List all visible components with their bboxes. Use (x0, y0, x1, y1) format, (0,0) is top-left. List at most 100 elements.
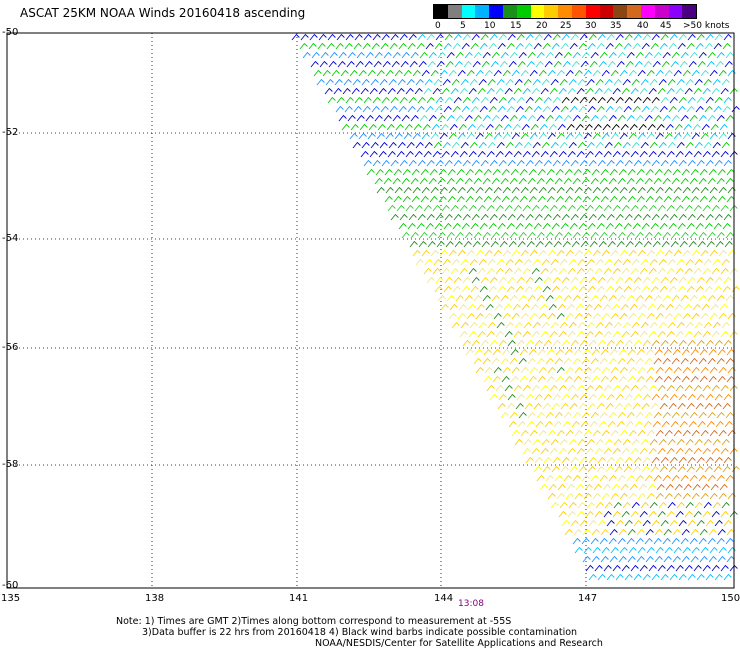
wind-barb (575, 123, 584, 131)
wind-barb (509, 411, 518, 419)
wind-barb (474, 168, 483, 176)
wind-barb (440, 123, 449, 131)
wind-barb (396, 204, 405, 212)
wind-barb (601, 366, 610, 374)
wind-barb (608, 51, 617, 59)
wind-barb (678, 456, 687, 464)
wind-barb (724, 60, 733, 68)
wind-barb (702, 384, 711, 392)
legend-swatch (613, 5, 628, 18)
wind-barb (573, 375, 582, 383)
wind-barb (657, 564, 666, 572)
wind-barb (569, 42, 578, 50)
wind-barb (613, 438, 622, 446)
wind-barb (623, 105, 632, 113)
wind-barb (618, 528, 627, 536)
wind-barb (635, 357, 644, 365)
legend-swatch (682, 5, 697, 18)
wind-barb (619, 186, 628, 194)
wind-barb (448, 312, 457, 320)
wind-barb (606, 33, 615, 41)
wind-barb (510, 348, 519, 356)
wind-barb (374, 114, 383, 122)
wind-barb (607, 240, 616, 248)
wind-barb (486, 330, 495, 338)
wind-barb (583, 546, 592, 554)
wind-barb (568, 141, 577, 149)
wind-barb (563, 114, 572, 122)
wind-barb (522, 330, 531, 338)
wind-barb (696, 519, 705, 527)
wind-barb (648, 267, 657, 275)
wind-barb (466, 249, 475, 257)
wind-barb (630, 150, 639, 158)
wind-barb (659, 465, 668, 473)
wind-barb (525, 276, 534, 284)
wind-barb (444, 159, 453, 167)
wind-barb (716, 537, 725, 545)
wind-barb (578, 285, 587, 293)
wind-barb (331, 69, 340, 77)
wind-barb (525, 339, 534, 347)
wind-barb (474, 348, 483, 356)
wind-barb (540, 204, 549, 212)
wind-barb (628, 186, 637, 194)
wind-barb (608, 474, 617, 482)
wind-barb (653, 357, 662, 365)
wind-barb (542, 465, 551, 473)
wind-barb (698, 231, 707, 239)
wind-barb (700, 492, 709, 500)
wind-barb (446, 177, 455, 185)
wind-barb (722, 105, 731, 113)
wind-barb (509, 294, 518, 302)
wind-barb (679, 240, 688, 248)
wind-barb (702, 204, 711, 212)
wind-barb (723, 33, 732, 41)
legend-swatch (627, 5, 641, 18)
wind-barb (405, 150, 414, 158)
wind-barb (681, 168, 690, 176)
wind-barb (632, 105, 641, 113)
wind-barb (599, 537, 608, 545)
wind-barb (723, 276, 732, 284)
wind-barb (470, 42, 479, 50)
wind-barb (632, 465, 641, 473)
wind-barb (468, 330, 477, 338)
wind-barb (452, 222, 461, 230)
wind-barb (684, 204, 693, 212)
wind-barb (450, 204, 459, 212)
wind-barb (484, 186, 493, 194)
wind-barb (611, 303, 620, 311)
wind-barb (568, 258, 577, 266)
wind-barb (622, 438, 631, 446)
wind-barb (410, 177, 419, 185)
wind-barb (461, 285, 470, 293)
wind-barb (697, 240, 706, 248)
wind-barb (628, 429, 637, 437)
wind-barb (601, 69, 610, 77)
wind-barb (606, 573, 615, 581)
wind-barb (514, 78, 523, 86)
wind-barb (637, 366, 646, 374)
wind-barb (675, 384, 684, 392)
wind-barb (698, 411, 707, 419)
wind-barb (324, 87, 333, 95)
wind-barb (576, 447, 585, 455)
wind-barb (642, 159, 651, 167)
wind-barb (524, 222, 533, 230)
wind-barb (673, 429, 682, 437)
wind-barb (598, 420, 607, 428)
wind-barb (398, 42, 407, 50)
wind-barb (512, 303, 521, 311)
wind-barb (681, 555, 690, 563)
wind-barb (441, 87, 450, 95)
wind-barb (691, 429, 700, 437)
wind-barb (414, 87, 423, 95)
wind-barb (642, 519, 651, 527)
wind-barb (644, 411, 653, 419)
wind-barb (519, 168, 528, 176)
wind-barb (475, 186, 484, 194)
wind-barb (529, 132, 538, 140)
wind-barb (580, 420, 589, 428)
wind-barb (693, 384, 702, 392)
